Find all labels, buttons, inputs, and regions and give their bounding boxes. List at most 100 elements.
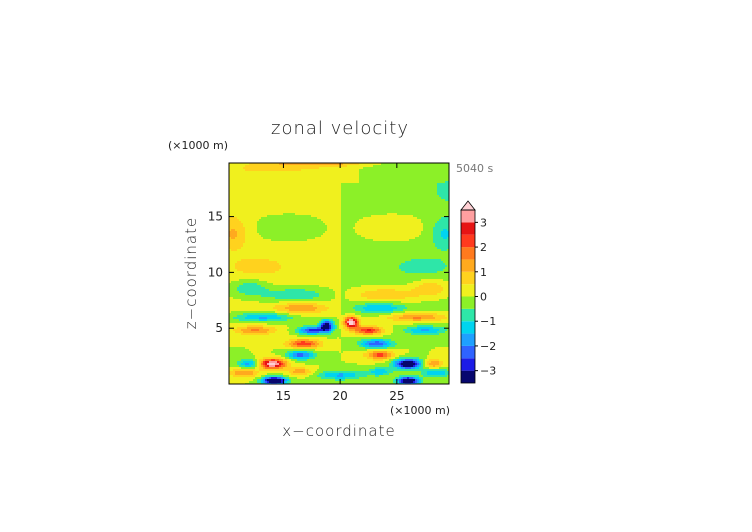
- field-cell: [229, 245, 243, 247]
- field-cell: [265, 375, 283, 377]
- field-cell: [341, 221, 357, 223]
- field-cell: [267, 319, 287, 321]
- field-cell: [341, 199, 445, 201]
- field-cell: [229, 335, 297, 337]
- field-cell: [341, 283, 407, 285]
- field-cell: [293, 347, 317, 349]
- field-cell: [405, 367, 411, 369]
- field-cell: [229, 299, 241, 301]
- field-cell: [421, 317, 435, 319]
- field-cell: [327, 225, 341, 227]
- field-cell: [255, 369, 259, 371]
- field-cell: [229, 355, 255, 357]
- field-cell: [445, 373, 449, 375]
- field-cell: [375, 367, 397, 369]
- field-cell: [259, 219, 321, 221]
- field-cell: [355, 313, 391, 315]
- field-cell: [235, 265, 281, 267]
- field-cell: [267, 373, 283, 375]
- field-cell: [433, 237, 443, 239]
- field-cell: [261, 235, 321, 237]
- field-cell: [429, 359, 439, 361]
- field-cell: [355, 231, 421, 233]
- field-cell: [415, 377, 419, 379]
- field-cell: [233, 317, 245, 319]
- field-cell: [341, 329, 345, 331]
- field-cell: [229, 363, 237, 365]
- field-cell: [395, 355, 399, 357]
- field-cell: [335, 295, 341, 297]
- field-cell: [319, 367, 375, 369]
- field-cell: [415, 287, 443, 289]
- field-cell: [341, 241, 433, 243]
- field-cell: [405, 311, 449, 313]
- field-cell: [437, 293, 449, 295]
- field-cell: [291, 381, 393, 383]
- field-cell: [419, 379, 421, 381]
- field-cell: [275, 327, 289, 329]
- field-cell: [311, 345, 317, 347]
- field-cell: [261, 295, 319, 297]
- field-cell: [411, 329, 421, 331]
- field-cell: [297, 343, 311, 345]
- field-cell: [363, 167, 449, 169]
- field-cell: [433, 325, 449, 327]
- field-cell: [341, 311, 361, 313]
- field-cell: [259, 329, 269, 331]
- field-cell: [371, 371, 387, 373]
- field-cell: [361, 295, 419, 297]
- field-cell: [237, 249, 341, 251]
- field-cell: [427, 363, 429, 365]
- field-cell: [253, 363, 255, 365]
- field-cell: [353, 323, 355, 325]
- field-cell: [373, 353, 377, 355]
- field-cell: [315, 291, 335, 293]
- field-cell: [319, 365, 389, 367]
- field-cell: [249, 381, 257, 383]
- field-cell: [377, 325, 393, 327]
- field-cell: [421, 361, 423, 363]
- field-cell: [325, 375, 337, 377]
- field-cell: [321, 235, 341, 237]
- field-cell: [289, 309, 315, 311]
- field-cell: [333, 319, 339, 321]
- field-cell: [325, 373, 339, 375]
- field-cell: [359, 319, 361, 321]
- field-cell: [371, 329, 375, 331]
- field-cell: [435, 317, 447, 319]
- field-cell: [349, 323, 353, 325]
- field-cell: [241, 329, 251, 331]
- field-cell: [237, 269, 279, 271]
- field-cell: [257, 227, 327, 229]
- field-cell: [231, 229, 235, 231]
- field-cell: [353, 319, 355, 321]
- field-cell: [443, 361, 449, 363]
- field-cell: [341, 233, 357, 235]
- colorbar-segment: [461, 284, 475, 297]
- field-cell: [423, 367, 429, 369]
- field-cell: [435, 245, 449, 247]
- field-cell: [443, 289, 449, 291]
- field-cell: [375, 375, 379, 377]
- field-cell: [399, 361, 401, 363]
- field-cell: [281, 363, 283, 365]
- field-cell: [265, 381, 267, 383]
- field-cell: [317, 327, 321, 329]
- field-cell: [229, 367, 241, 369]
- field-cell: [399, 363, 401, 365]
- field-cell: [349, 325, 355, 327]
- x-tick-label: 25: [389, 389, 404, 403]
- field-cell: [279, 163, 343, 165]
- field-cell: [321, 377, 335, 379]
- field-cell: [395, 379, 397, 381]
- field-cell: [263, 379, 265, 381]
- field-cell: [443, 261, 449, 263]
- field-cell: [341, 239, 373, 241]
- field-cell: [317, 345, 323, 347]
- field-cell: [269, 365, 275, 367]
- field-cell: [355, 315, 361, 317]
- field-cell: [423, 377, 449, 379]
- field-cell: [305, 363, 357, 365]
- field-cell: [383, 359, 389, 361]
- field-cell: [361, 319, 393, 321]
